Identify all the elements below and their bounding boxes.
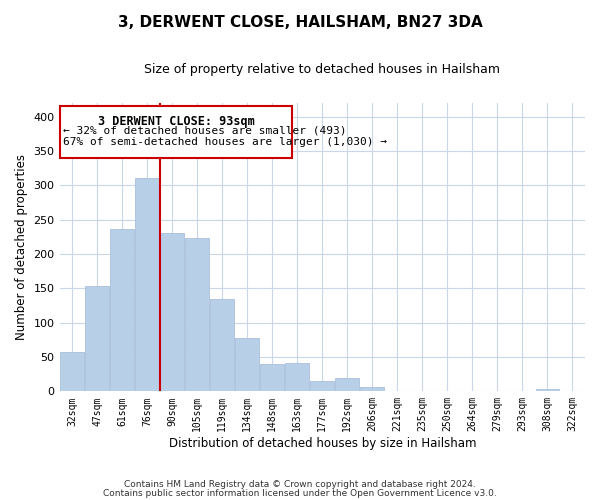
- Text: ← 32% of detached houses are smaller (493): ← 32% of detached houses are smaller (49…: [62, 126, 346, 136]
- Bar: [235, 338, 259, 392]
- Bar: [335, 378, 359, 392]
- Bar: [260, 364, 284, 392]
- FancyBboxPatch shape: [60, 106, 292, 158]
- Bar: [160, 234, 184, 392]
- Text: Contains public sector information licensed under the Open Government Licence v3: Contains public sector information licen…: [103, 488, 497, 498]
- Y-axis label: Number of detached properties: Number of detached properties: [15, 154, 28, 340]
- Bar: [286, 362, 309, 392]
- Bar: [361, 386, 384, 392]
- Bar: [185, 238, 209, 392]
- Bar: [60, 352, 84, 392]
- Bar: [536, 388, 559, 392]
- X-axis label: Distribution of detached houses by size in Hailsham: Distribution of detached houses by size …: [169, 437, 476, 450]
- Text: Contains HM Land Registry data © Crown copyright and database right 2024.: Contains HM Land Registry data © Crown c…: [124, 480, 476, 489]
- Title: Size of property relative to detached houses in Hailsham: Size of property relative to detached ho…: [144, 62, 500, 76]
- Bar: [110, 230, 134, 392]
- Text: 67% of semi-detached houses are larger (1,030) →: 67% of semi-detached houses are larger (…: [62, 136, 386, 146]
- Text: 3, DERWENT CLOSE, HAILSHAM, BN27 3DA: 3, DERWENT CLOSE, HAILSHAM, BN27 3DA: [118, 15, 482, 30]
- Bar: [85, 286, 109, 392]
- Bar: [210, 298, 234, 392]
- Bar: [310, 381, 334, 392]
- Bar: [135, 178, 159, 392]
- Text: 3 DERWENT CLOSE: 93sqm: 3 DERWENT CLOSE: 93sqm: [98, 114, 254, 128]
